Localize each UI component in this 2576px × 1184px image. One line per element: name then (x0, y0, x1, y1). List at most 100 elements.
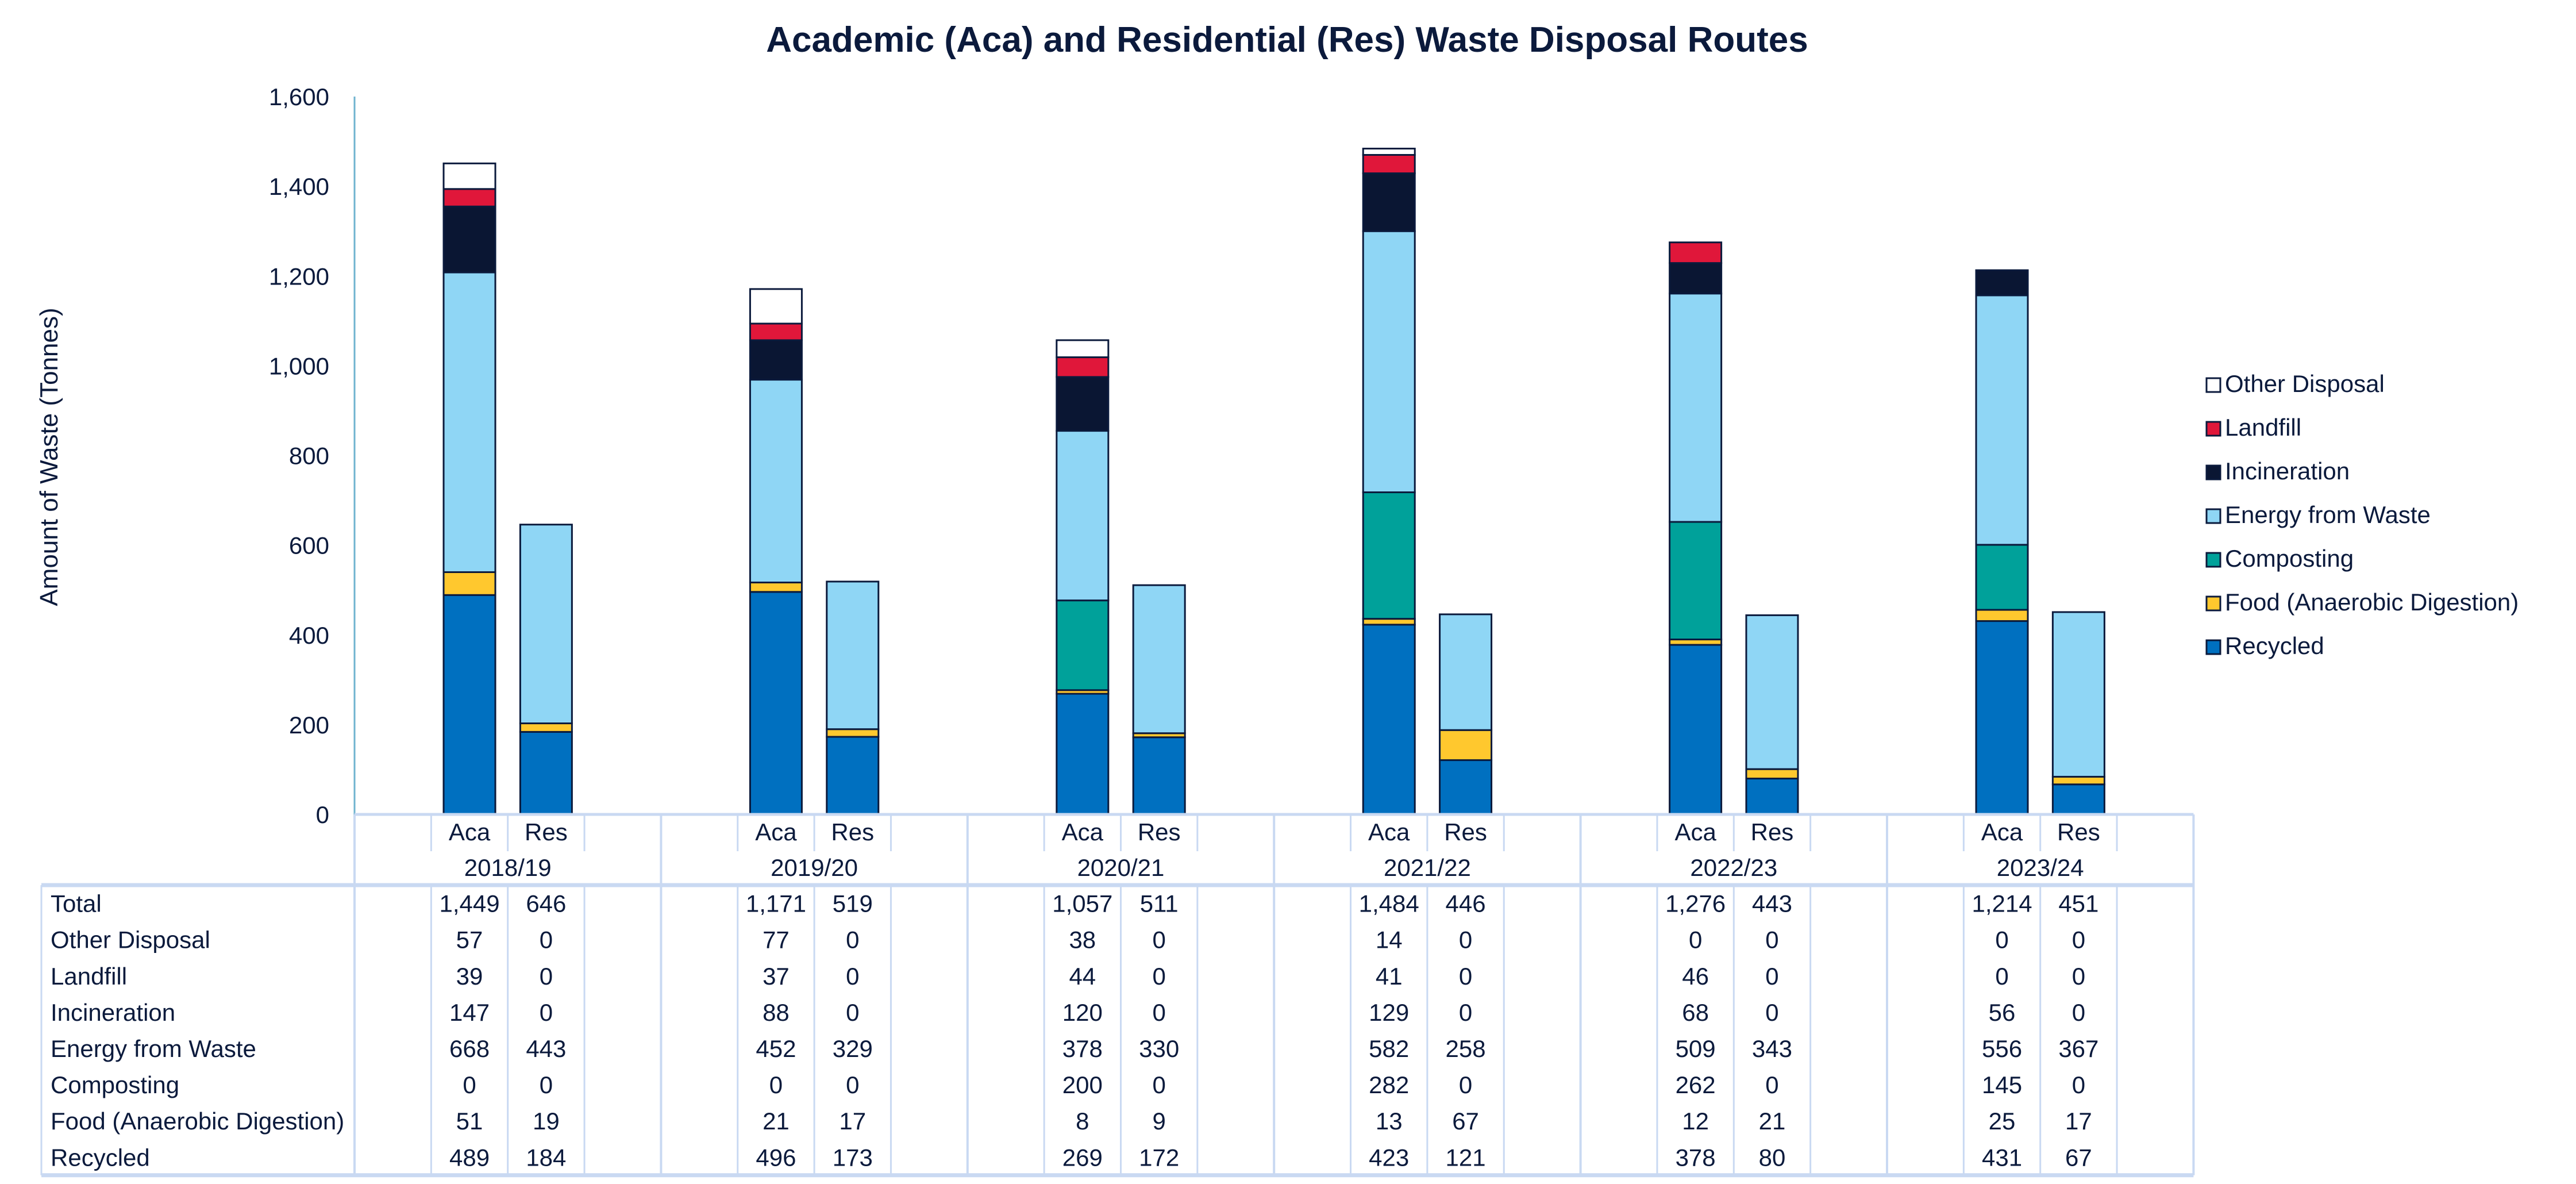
legend-label: Food (Anaerobic Digestion) (2225, 589, 2519, 616)
table-cell: 378 (1676, 1144, 1716, 1171)
bar-segment-food-anaerobic-digestion (442, 571, 496, 596)
x-subcategory-label: Aca (755, 818, 797, 845)
x-subcategory-label: Res (1444, 818, 1487, 845)
bar-segment-incineration (749, 339, 803, 381)
table-cell: 258 (1446, 1035, 1486, 1062)
bar-segment-energy-from-waste (1975, 294, 2029, 546)
table-cell: 1,484 (1359, 890, 1419, 917)
table-cell: 451 (2058, 890, 2098, 917)
table-cell: 172 (1139, 1144, 1179, 1171)
bar-segment-food-anaerobic-digestion (826, 728, 880, 738)
bar-segment-landfill (1056, 356, 1110, 378)
bar-segment-energy-from-waste (2051, 611, 2105, 778)
bar-segment-composting (1056, 599, 1110, 691)
x-subcategory-label: Aca (449, 818, 491, 845)
table-cell: 0 (1995, 963, 2008, 990)
table-cell: 282 (1369, 1071, 1409, 1098)
table-row-label: Incineration (51, 999, 175, 1026)
table-cell: 367 (2058, 1035, 2098, 1062)
table-cell: 184 (526, 1144, 566, 1171)
table-cell: 51 (456, 1108, 483, 1135)
table-cell: 443 (1752, 890, 1792, 917)
table-cell: 1,214 (1972, 890, 2032, 917)
bar-segment-food-anaerobic-digestion (1975, 609, 2029, 622)
bar-segment-food-anaerobic-digestion (1439, 729, 1493, 762)
table-cell: 511 (1140, 890, 1179, 917)
table-cell: 0 (846, 927, 859, 954)
table-cell: 0 (540, 927, 553, 954)
table-cell: 423 (1369, 1144, 1409, 1171)
bar-segment-composting (1362, 491, 1416, 620)
y-tick-label: 0 (316, 801, 329, 828)
table-row-label: Landfill (51, 963, 127, 990)
bar-segment-food-anaerobic-digestion (2051, 775, 2105, 786)
x-group-label: 2023/24 (1997, 854, 2084, 881)
table-cell: 0 (1765, 963, 1778, 990)
table-cell: 0 (2072, 963, 2085, 990)
bar-segment-recycled (1056, 693, 1110, 816)
table-cell: 0 (1459, 1071, 1472, 1098)
table-cell: 509 (1676, 1035, 1716, 1062)
table-cell: 19 (533, 1108, 560, 1135)
bar-segment-recycled (519, 731, 573, 816)
bar-segment-recycled (1362, 624, 1416, 816)
table-cell: 0 (846, 1071, 859, 1098)
x-subcategory-label: Aca (1981, 818, 2023, 845)
table-cell: 14 (1376, 927, 1403, 954)
table-cell: 68 (1682, 999, 1709, 1026)
legend-swatch (2205, 552, 2221, 568)
table-cell: 582 (1369, 1035, 1409, 1062)
table-cell: 12 (1682, 1108, 1709, 1135)
legend-label: Energy from Waste (2225, 501, 2431, 528)
bar-segment-landfill (442, 188, 496, 207)
table-cell: 88 (763, 999, 790, 1026)
table-cell: 41 (1376, 963, 1403, 990)
table-cell: 38 (1069, 927, 1096, 954)
x-group-label: 2020/21 (1077, 854, 1165, 881)
y-tick-label: 1,400 (269, 173, 329, 200)
table-cell: 556 (1982, 1035, 2022, 1062)
legend-swatch (2205, 508, 2221, 524)
table-cell: 80 (1759, 1144, 1786, 1171)
x-subcategory-label: Res (2057, 818, 2100, 845)
legend-swatch (2205, 595, 2221, 612)
table-row-label: Composting (51, 1071, 179, 1098)
y-tick-label: 200 (289, 712, 329, 739)
bar-segment-recycled (1745, 778, 1799, 816)
legend-swatch (2205, 421, 2221, 437)
bar-segment-recycled (826, 736, 880, 816)
legend-swatch (2205, 377, 2221, 393)
table-cell: 0 (846, 963, 859, 990)
bar-segment-recycled (1132, 736, 1186, 816)
table-cell: 129 (1369, 999, 1409, 1026)
table-cell: 120 (1062, 999, 1103, 1026)
bar-segment-energy-from-waste (749, 379, 803, 583)
table-cell: 0 (463, 1071, 476, 1098)
bar-segment-energy-from-waste (1745, 614, 1799, 770)
legend-label: Other Disposal (2225, 370, 2385, 397)
table-cell: 489 (449, 1144, 490, 1171)
x-subcategory-label: Res (525, 818, 568, 845)
x-subcategory-label: Aca (1062, 818, 1104, 845)
table-cell: 147 (449, 999, 490, 1026)
table-cell: 13 (1376, 1108, 1403, 1135)
bar-segment-incineration (1975, 269, 2029, 297)
bar-segment-recycled (2051, 783, 2105, 816)
table-cell: 0 (2072, 1071, 2085, 1098)
table-cell: 446 (1446, 890, 1486, 917)
table-cell: 0 (2072, 927, 2085, 954)
table-cell: 646 (526, 890, 566, 917)
legend-label: Landfill (2225, 414, 2301, 441)
table-cell: 46 (1682, 963, 1709, 990)
legend-swatch (2205, 639, 2221, 655)
bar-segment-energy-from-waste (1056, 430, 1110, 602)
table-cell: 67 (2065, 1144, 2092, 1171)
bar-segment-recycled (1439, 759, 1493, 816)
bar-segment-incineration (1056, 376, 1110, 432)
table-row-label: Other Disposal (51, 927, 210, 954)
table-cell: 269 (1062, 1144, 1103, 1171)
table-cell: 57 (456, 927, 483, 954)
bar-segment-energy-from-waste (1362, 230, 1416, 494)
bar-segment-other-disposal (749, 288, 803, 325)
y-tick-label: 1,200 (269, 263, 329, 290)
